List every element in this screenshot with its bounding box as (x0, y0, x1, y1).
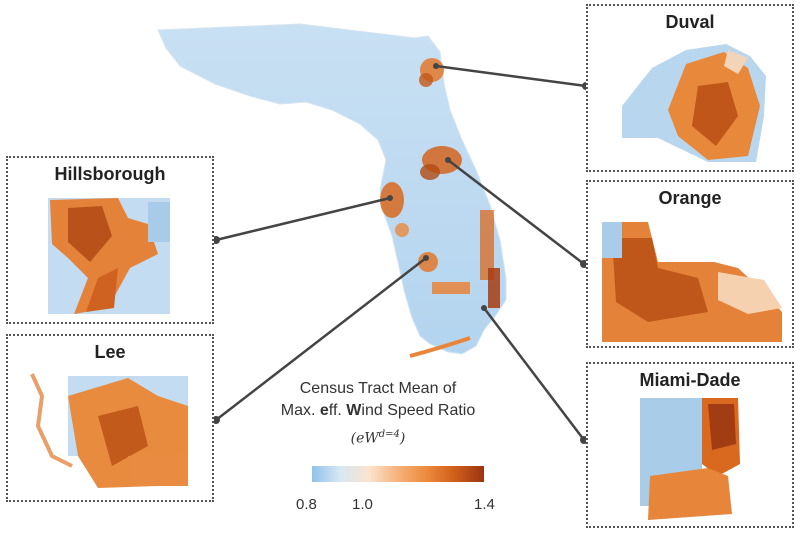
legend-formula-end: ) (399, 430, 406, 447)
legend-line2-bold-e: e (319, 402, 329, 419)
hotspot-east-coast (480, 210, 500, 308)
legend-title-line1: Census Tract Mean of (299, 380, 457, 397)
inset-orange: Orange (586, 180, 794, 348)
inset-hillsborough: Hillsborough (6, 156, 214, 324)
inset-miami-dade: Miami-Dade (586, 362, 794, 528)
legend-line2-post: ind Speed Ratio (361, 402, 476, 419)
hotspot-lee (418, 252, 470, 294)
inset-title-miami-dade: Miami-Dade (639, 370, 741, 390)
inset-title-duval: Duval (665, 12, 715, 32)
inset-map-miami-dade (640, 398, 740, 520)
legend-tick-mid: 1.0 (352, 496, 373, 513)
hotspot-keys (409, 336, 471, 358)
legend-colorbar (312, 466, 484, 482)
legend-formula-sup: d=4 (378, 429, 400, 440)
legend-title-line2: Max. eff. Wind Speed Ratio (262, 400, 494, 422)
inset-duval: Duval (586, 4, 794, 172)
connector-lines (215, 64, 587, 441)
legend-line2-mid: ff. (328, 402, 347, 419)
legend-formula-main: (eW (350, 430, 379, 447)
inset-title-lee: Lee (94, 342, 126, 362)
inset-title-orange: Orange (658, 188, 722, 208)
inset-map-orange (600, 222, 782, 342)
inset-map-duval (622, 44, 766, 162)
legend-tick-max: 1.4 (474, 496, 495, 513)
hotspot-orange (420, 146, 462, 180)
inset-lee: Lee (6, 334, 214, 502)
legend-tick-min: 0.8 (296, 496, 317, 513)
florida-outline (157, 23, 507, 355)
inset-title-hillsborough: Hillsborough (54, 164, 166, 184)
inset-map-hillsborough (48, 198, 170, 314)
legend-line2-pre: Max. (280, 402, 320, 419)
inset-map-lee (30, 373, 188, 488)
legend-line2-bold-w: W (346, 402, 362, 419)
legend-formula: (eWd=4) (328, 424, 428, 450)
